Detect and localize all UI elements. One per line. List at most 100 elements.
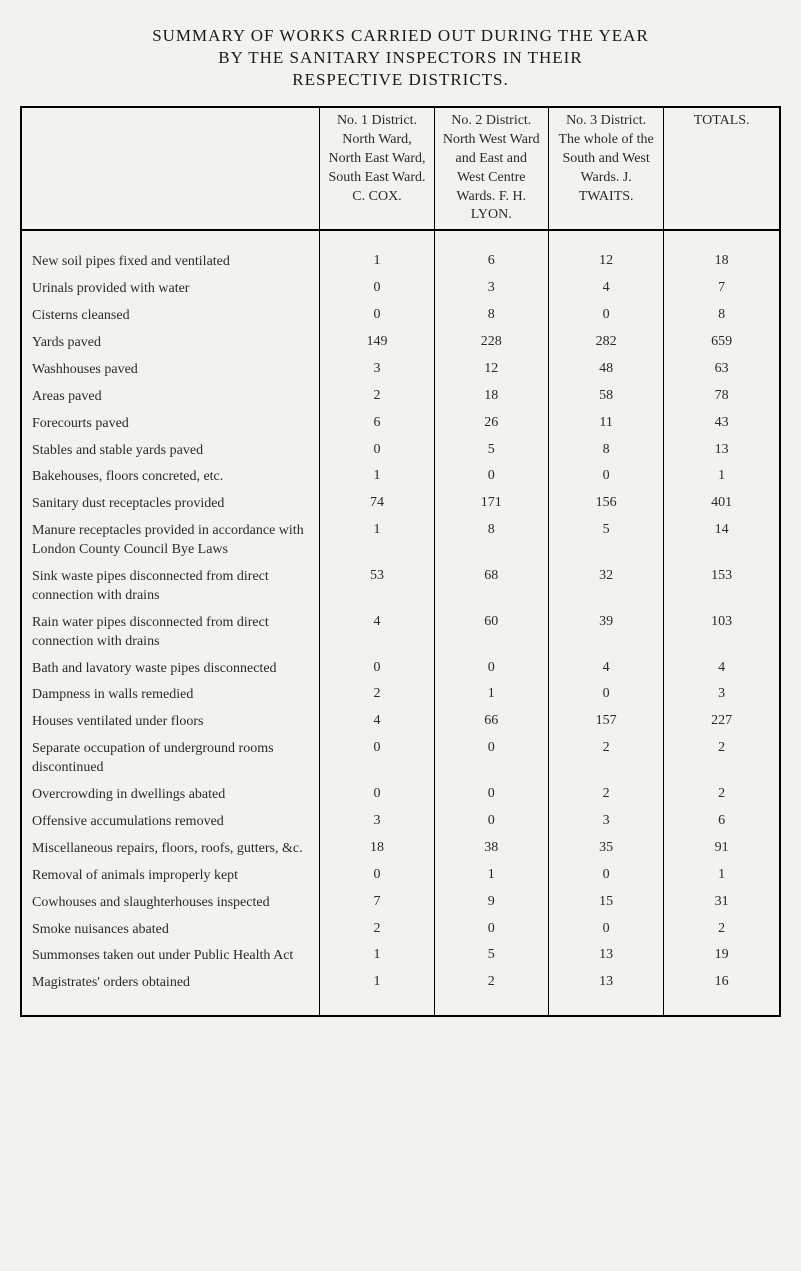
cell-d2: 6 (434, 249, 548, 276)
cell-d1: 1 (320, 464, 434, 491)
cell-d3: 11 (548, 411, 663, 438)
row-label: Sink waste pipes disconnected from direc… (21, 564, 320, 610)
cell-tot: 1 (664, 863, 780, 890)
cell-d2: 0 (434, 917, 548, 944)
cell-d1: 7 (320, 890, 434, 917)
cell-d3: 13 (548, 970, 663, 997)
table-row: Washhouses paved3124863 (21, 357, 780, 384)
title-line-2: BY THE SANITARY INSPECTORS IN THEIR (20, 48, 781, 68)
cell-d1: 0 (320, 276, 434, 303)
cell-tot: 2 (664, 917, 780, 944)
row-label: Urinals provided with water (21, 276, 320, 303)
row-label: Sanitary dust receptacles provided (21, 491, 320, 518)
cell-d1: 2 (320, 384, 434, 411)
cell-d1: 1 (320, 943, 434, 970)
cell-d1: 0 (320, 736, 434, 782)
table-row: Sanitary dust receptacles provided741711… (21, 491, 780, 518)
cell-d2: 8 (434, 518, 548, 564)
table-row: Bath and lavatory waste pipes disconnect… (21, 656, 780, 683)
table-row: Yards paved149228282659 (21, 330, 780, 357)
cell-tot: 6 (664, 809, 780, 836)
cell-d3: 0 (548, 464, 663, 491)
table-row: Cowhouses and slaughterhouses inspected7… (21, 890, 780, 917)
cell-d2: 9 (434, 890, 548, 917)
cell-d1: 3 (320, 809, 434, 836)
cell-tot: 2 (664, 736, 780, 782)
document-title: SUMMARY OF WORKS CARRIED OUT DURING THE … (20, 26, 781, 90)
cell-d1: 2 (320, 682, 434, 709)
row-label: Houses ventilated under floors (21, 709, 320, 736)
title-line-3: RESPECTIVE DISTRICTS. (20, 70, 781, 90)
cell-d3: 32 (548, 564, 663, 610)
table-row: Overcrowding in dwellings abated0022 (21, 782, 780, 809)
cell-d2: 66 (434, 709, 548, 736)
cell-tot: 43 (664, 411, 780, 438)
row-label: Washhouses paved (21, 357, 320, 384)
table-row: Sink waste pipes disconnected from direc… (21, 564, 780, 610)
spacer-row (21, 230, 780, 249)
cell-d3: 0 (548, 682, 663, 709)
table-row: Manure receptacles provided in accordanc… (21, 518, 780, 564)
table-row: Magistrates' orders obtained121316 (21, 970, 780, 997)
table-row: Miscellaneous repairs, floors, roofs, gu… (21, 836, 780, 863)
cell-tot: 3 (664, 682, 780, 709)
cell-d1: 0 (320, 303, 434, 330)
cell-tot: 2 (664, 782, 780, 809)
cell-d3: 8 (548, 438, 663, 465)
cell-d1: 3 (320, 357, 434, 384)
title-line-1: SUMMARY OF WORKS CARRIED OUT DURING THE … (20, 26, 781, 46)
cell-d2: 12 (434, 357, 548, 384)
cell-d2: 38 (434, 836, 548, 863)
cell-d3: 0 (548, 917, 663, 944)
cell-d1: 53 (320, 564, 434, 610)
cell-d2: 5 (434, 943, 548, 970)
cell-d1: 74 (320, 491, 434, 518)
cell-d2: 2 (434, 970, 548, 997)
header-blank (21, 107, 320, 230)
cell-d1: 2 (320, 917, 434, 944)
row-label: Dampness in walls remedied (21, 682, 320, 709)
cell-d2: 0 (434, 656, 548, 683)
cell-d1: 4 (320, 610, 434, 656)
table-row: Forecourts paved6261143 (21, 411, 780, 438)
cell-d3: 15 (548, 890, 663, 917)
table-row: Offensive accumulations removed3036 (21, 809, 780, 836)
cell-tot: 16 (664, 970, 780, 997)
cell-d2: 1 (434, 682, 548, 709)
cell-tot: 153 (664, 564, 780, 610)
table-row: Separate occupation of underground rooms… (21, 736, 780, 782)
table-row: Smoke nuisances abated2002 (21, 917, 780, 944)
table-body: New soil pipes fixed and ventilated16121… (21, 230, 780, 1016)
row-label: Yards paved (21, 330, 320, 357)
header-district-1: No. 1 District. North Ward, North East W… (320, 107, 434, 230)
cell-d1: 1 (320, 970, 434, 997)
table-row: Urinals provided with water0347 (21, 276, 780, 303)
row-label: Bakehouses, floors concreted, etc. (21, 464, 320, 491)
cell-d3: 0 (548, 863, 663, 890)
table-header-row: No. 1 District. North Ward, North East W… (21, 107, 780, 230)
table-row: Stables and stable yards paved05813 (21, 438, 780, 465)
cell-d3: 282 (548, 330, 663, 357)
cell-tot: 103 (664, 610, 780, 656)
cell-tot: 13 (664, 438, 780, 465)
cell-d2: 60 (434, 610, 548, 656)
cell-d3: 4 (548, 656, 663, 683)
cell-tot: 659 (664, 330, 780, 357)
cell-d3: 39 (548, 610, 663, 656)
header-district-2: No. 2 District. North West Ward and East… (434, 107, 548, 230)
row-label: Smoke nuisances abated (21, 917, 320, 944)
cell-d3: 12 (548, 249, 663, 276)
cell-d1: 6 (320, 411, 434, 438)
cell-d3: 5 (548, 518, 663, 564)
cell-d3: 13 (548, 943, 663, 970)
cell-d2: 18 (434, 384, 548, 411)
table-row: Summonses taken out under Public Health … (21, 943, 780, 970)
cell-tot: 227 (664, 709, 780, 736)
cell-tot: 31 (664, 890, 780, 917)
row-label: Forecourts paved (21, 411, 320, 438)
table-row: Removal of animals improperly kept0101 (21, 863, 780, 890)
cell-d2: 8 (434, 303, 548, 330)
cell-tot: 401 (664, 491, 780, 518)
cell-tot: 14 (664, 518, 780, 564)
table-row: Dampness in walls remedied2103 (21, 682, 780, 709)
